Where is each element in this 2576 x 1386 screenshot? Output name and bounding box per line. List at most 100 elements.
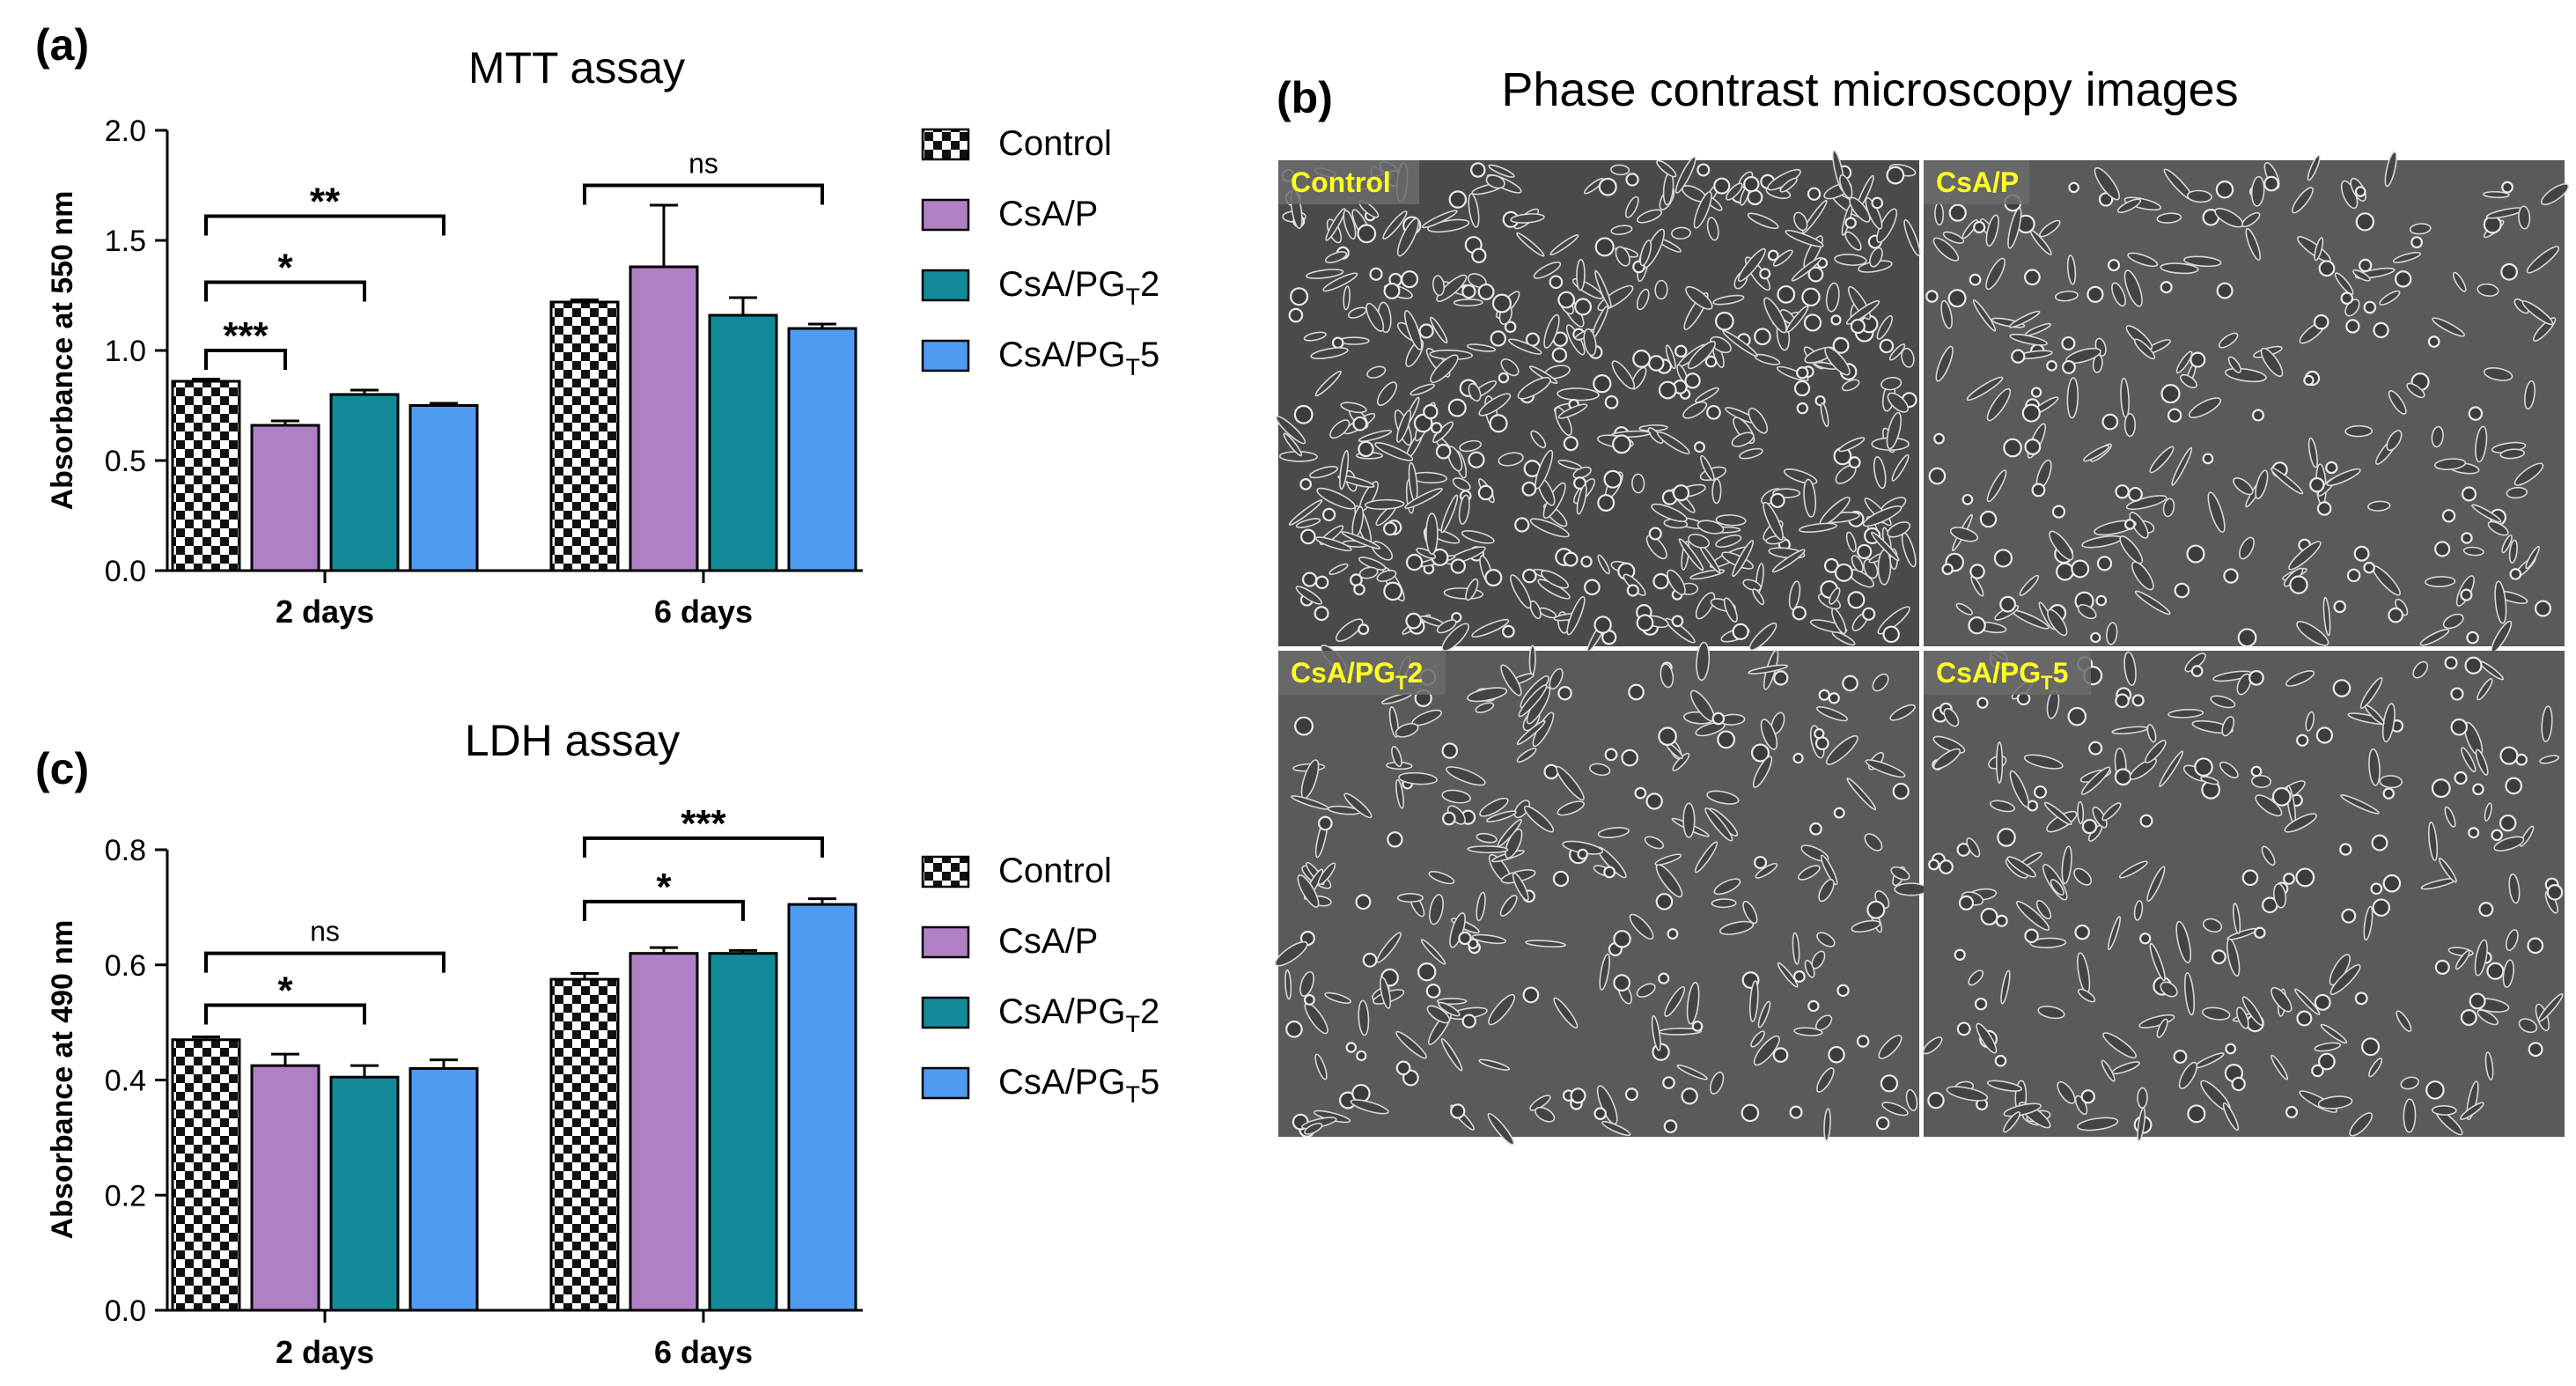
spindle-cell (1487, 1112, 1515, 1146)
spindle-cell (1337, 475, 1375, 489)
round-cell (1387, 831, 1403, 848)
round-cell (1625, 173, 1639, 187)
round-cell (1741, 1103, 1760, 1123)
round-cell (1928, 467, 1947, 485)
spindle-cell (1466, 343, 1497, 352)
spindle-cell (2186, 189, 2212, 203)
round-cell (2341, 908, 2357, 924)
round-cell (1969, 564, 1985, 579)
spindle-cell (2016, 901, 2050, 931)
spindle-cell (1894, 882, 1928, 896)
spindle-cell (1576, 484, 1587, 515)
spindle-cell (1656, 431, 1690, 454)
bar-csa-pg2-day2 (329, 393, 400, 572)
round-cell (1521, 481, 1537, 497)
spindle-cell (1597, 554, 1610, 575)
spindle-cell (1676, 1064, 1708, 1080)
spindle-cell (2326, 468, 2361, 487)
spindle-cell (2241, 996, 2263, 1026)
spindle-cell (1695, 721, 1726, 737)
spindle-cell (1737, 247, 1766, 283)
spindle-cell (2101, 802, 2122, 822)
round-cell (2123, 519, 2136, 530)
bar-csa-p-day6 (629, 265, 699, 572)
round-cell (2441, 509, 2456, 523)
round-cell (2460, 1009, 2477, 1026)
y-tick-label: 0.8 (105, 834, 146, 867)
spindle-cell (2183, 255, 2222, 268)
spindle-cell (1838, 437, 1866, 453)
spindle-cell (1549, 667, 1564, 690)
round-cell (2353, 545, 2370, 562)
round-cell (1789, 1105, 1803, 1119)
legend-label-subscript: T (1125, 284, 1140, 310)
round-cell (1294, 716, 1314, 736)
spindle-cell (1696, 520, 1725, 534)
round-cell (2528, 1042, 2543, 1058)
spindle-cell (2477, 1009, 2499, 1026)
round-cell (1743, 175, 1760, 193)
spindle-cell (2471, 504, 2502, 523)
legend-swatch (921, 339, 970, 372)
spindle-cell (1777, 962, 1799, 988)
spindle-cell (2367, 500, 2391, 512)
round-cell (1777, 284, 1796, 304)
round-cell (1628, 683, 1645, 701)
spindle-cell (2271, 467, 2304, 495)
spindle-cell (2409, 223, 2432, 235)
round-cell (1300, 528, 1316, 545)
spindle-cell (1696, 641, 1711, 682)
spindle-cell (2232, 903, 2241, 935)
round-cell (2254, 926, 2266, 939)
spindle-cell (1528, 645, 1536, 675)
spindle-cell (2452, 271, 2467, 292)
spindle-cell (1986, 387, 2012, 422)
spindle-cell (1510, 574, 1532, 609)
spindle-cell (2029, 937, 2067, 948)
round-cell (1847, 591, 1866, 609)
spindle-cell (1303, 331, 1327, 342)
spindle-cell (1438, 1001, 1461, 1017)
round-cell (1814, 736, 1829, 751)
round-cell (1395, 1060, 1411, 1076)
spindle-cell (2444, 806, 2456, 828)
spindle-cell (2133, 338, 2156, 360)
spindle-cell (2474, 939, 2488, 977)
round-cell (2167, 408, 2182, 423)
round-cell (2295, 867, 2315, 888)
mtt-chart-title: MTT assay (468, 43, 685, 92)
round-cell (2114, 768, 2132, 786)
spindle-cell (2202, 1006, 2231, 1021)
spindle-cell (2250, 775, 2272, 788)
round-cell (2361, 1037, 2381, 1057)
spindle-cell (1295, 586, 1322, 605)
round-cell (1999, 595, 2016, 613)
spindle-cell (2188, 397, 2222, 418)
spindle-cell (1747, 212, 1779, 230)
round-cell (2325, 461, 2338, 475)
round-cell (1956, 1021, 1971, 1036)
bar-control-day6 (549, 300, 620, 572)
round-cell (2250, 765, 2263, 778)
round-cell (1693, 441, 1705, 453)
round-cell (2174, 582, 2190, 599)
spindle-cell (2221, 716, 2235, 737)
spindle-cell (2123, 412, 2136, 438)
spindle-cell (2159, 750, 2184, 787)
spindle-cell (1742, 579, 1762, 592)
spindle-cell (2145, 740, 2167, 763)
spindle-cell (2039, 219, 2061, 238)
round-cell (1584, 579, 1601, 596)
panel-a-label: (a) (35, 20, 89, 70)
spindle-cell (1516, 232, 1545, 257)
spindle-cell (1475, 702, 1495, 713)
spindle-cell (2226, 938, 2241, 977)
bar-csa-pg2-day2 (329, 1075, 400, 1312)
legend-label-subscript: T (1125, 354, 1140, 380)
spindle-cell (1779, 177, 1798, 193)
spindle-cell (2292, 187, 2314, 214)
spindle-cell (1955, 602, 1973, 616)
spindle-cell (1788, 580, 1801, 610)
round-cell (2501, 181, 2513, 194)
